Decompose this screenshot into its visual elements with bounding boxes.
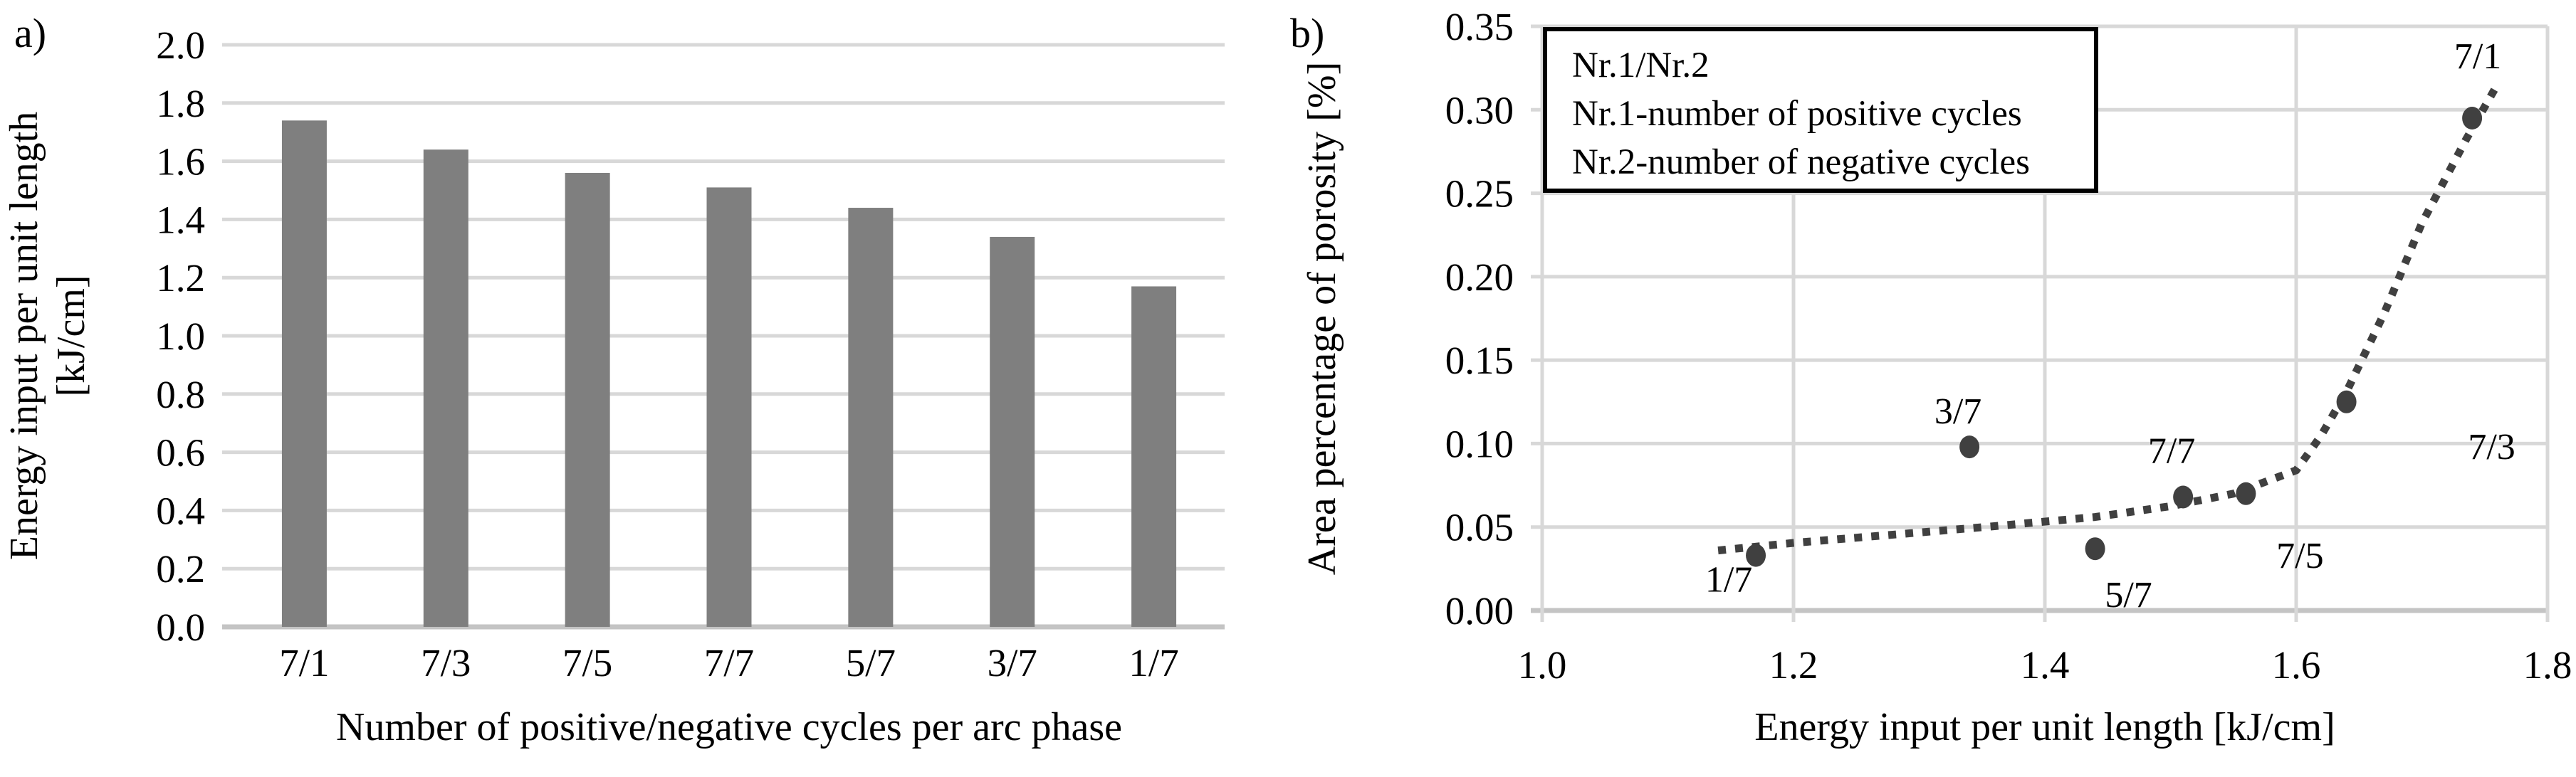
point-label: 5/7: [2105, 575, 2152, 615]
panel-a-label: a): [14, 10, 46, 56]
x-category-label: 3/7: [988, 641, 1037, 684]
x-category-label: 7/3: [421, 641, 471, 684]
y-tick-label: 0.20: [1445, 255, 1514, 299]
y-tick-label: 0.2: [156, 547, 205, 591]
x-category-label: 7/1: [279, 641, 329, 684]
y-axis-title-line1: Energy input per unit length: [2, 112, 46, 560]
y-tick-label: 2.0: [156, 23, 205, 67]
x-tick-label: 1.6: [2272, 643, 2321, 687]
data-point: [2336, 390, 2357, 413]
point-label: 1/7: [1705, 560, 1752, 601]
y-tick-label: 0.35: [1445, 5, 1514, 48]
y-tick-label: 0.05: [1445, 506, 1514, 549]
point-label: 7/5: [2276, 536, 2323, 576]
y-tick-label: 0.0: [156, 606, 205, 649]
bar: [990, 236, 1035, 627]
energy-input-bar-chart: 0.0 0.2 0.4 0.6 0.8 1.0 1.2 1.4 1.6 1.8 2.0 7/1 7/3 7…: [2, 10, 1225, 749]
data-point: [1959, 435, 1980, 459]
point-label: 3/7: [1934, 391, 1981, 432]
x-category-label: 7/5: [562, 641, 612, 684]
trend-line: [1717, 83, 2501, 555]
x-axis-title: Number of positive/negative cycles per a…: [336, 705, 1122, 749]
bar: [565, 172, 610, 627]
data-point: [2462, 107, 2483, 130]
x-tick-label: 1.8: [2523, 643, 2572, 687]
y-tick-label: 1.6: [156, 140, 205, 184]
y-tick-label: 1.4: [156, 198, 205, 241]
bar: [706, 187, 752, 627]
y-tick-label: 1.8: [156, 82, 205, 125]
porosity-scatter-chart: 0.00 0.05 0.10 0.15 0.20 0.25 0.30 0.35 1.0 1.2 1.…: [1290, 5, 2572, 749]
legend-line: Nr.1-number of positive cycles: [1572, 94, 2022, 134]
legend-line: Nr.1/Nr.2: [1572, 46, 1710, 85]
panel-a-bar-chart: 0.0 0.2 0.4 0.6 0.8 1.0 1.2 1.4 1.6 1.8 2.0 7/1 7/3 7…: [0, 0, 1282, 777]
point-label: 7/3: [2468, 427, 2515, 467]
y-tick-label: 0.15: [1445, 339, 1514, 382]
y-tick-label: 0.00: [1445, 589, 1514, 633]
legend-box: [1543, 27, 2098, 193]
point-label: 7/7: [2148, 430, 2195, 471]
bar: [848, 208, 894, 627]
panel-b-label: b): [1290, 10, 1324, 56]
y-tick-label: 1.0: [156, 314, 205, 358]
y-axis-title: Area percentage of porosity [%]: [1300, 62, 1344, 575]
panel-b-scatter-chart: 0.00 0.05 0.10 0.15 0.20 0.25 0.30 0.35 1.0 1.2 1.…: [1282, 0, 2576, 777]
y-tick-label: 0.10: [1445, 422, 1514, 465]
x-tick-label: 1.0: [1518, 643, 1567, 687]
data-point: [2085, 537, 2105, 561]
bar: [423, 149, 468, 628]
legend-line: Nr.2-number of negative cycles: [1572, 142, 2030, 182]
y-tick-label: 0.4: [156, 489, 205, 532]
point-label: 7/1: [2454, 36, 2501, 77]
y-tick-label: 1.2: [156, 256, 205, 300]
data-point: [2173, 485, 2194, 509]
y-tick-label: 0.6: [156, 431, 205, 475]
y-tick-label: 0.8: [156, 373, 205, 416]
data-point: [2236, 482, 2256, 505]
x-category-label: 5/7: [846, 641, 896, 684]
y-tick-label: 0.25: [1445, 172, 1514, 216]
x-tick-label: 1.4: [2021, 643, 2070, 687]
data-point: [1746, 544, 1766, 567]
x-category-label: 1/7: [1129, 641, 1178, 684]
x-category-label: 7/7: [704, 641, 754, 684]
y-tick-label: 0.30: [1445, 88, 1514, 132]
bar: [1131, 286, 1177, 627]
bar: [281, 120, 327, 628]
x-axis-title: Energy input per unit length [kJ/cm]: [1754, 705, 2335, 749]
x-tick-label: 1.2: [1769, 643, 1818, 687]
y-axis-title-line2: [kJ/cm]: [49, 275, 93, 396]
